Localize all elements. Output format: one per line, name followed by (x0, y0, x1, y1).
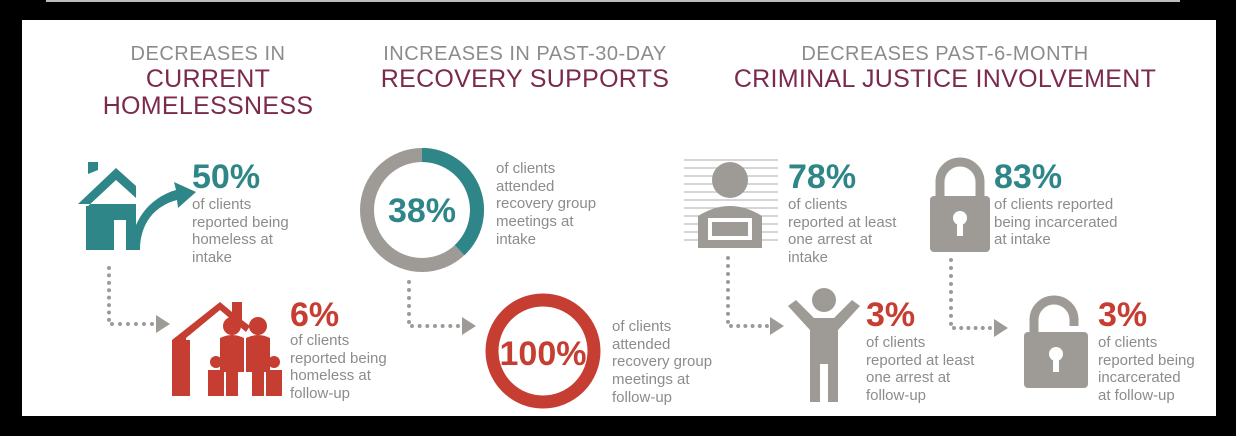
raised-arms-person-icon (788, 288, 860, 402)
desc-line: reported being (290, 349, 387, 367)
desc-line: intake (788, 249, 829, 267)
incarcerated-connector-vertical (949, 258, 957, 326)
bottom-divider (22, 416, 1216, 418)
arrest-intake-percent: 78% (788, 158, 857, 196)
recovery-followup-description: of clients attended recovery group meeti… (612, 318, 712, 406)
desc-line: of clients (496, 160, 556, 177)
recovery-connector-horizontal (410, 324, 460, 332)
mugshot-icon (684, 159, 778, 248)
desc-line: intake (496, 230, 537, 248)
desc-line: of clients (612, 318, 672, 335)
locked-padlock-icon (930, 157, 990, 252)
incarcerated-followup-percent: 3% (1098, 296, 1148, 334)
desc-line: homeless at (192, 231, 273, 249)
homeless-followup-percent: 6% (290, 296, 340, 334)
homeless-connector-vertical (107, 266, 115, 322)
desc-line: reported being (1098, 351, 1195, 369)
homeless-followup-description: of clients reported being homeless at fo… (290, 332, 387, 403)
arrest-followup-percent: 3% (866, 296, 916, 334)
desc-line: recovery group (612, 353, 713, 371)
homeless-connector-horizontal (110, 322, 154, 330)
desc-line: follow-up (866, 387, 927, 405)
recovery-intake-percent: 38% (387, 192, 457, 230)
homeless-connector-arrow (156, 315, 170, 333)
incarcerated-followup-description: of clients reported being incarcerated a… (1098, 334, 1195, 405)
desc-line: reported being (192, 213, 289, 231)
house-arrow-icon (78, 162, 196, 250)
incarcerated-connector-arrow (994, 319, 1008, 337)
header-homelessness-main-2: HOMELESSNESS (102, 91, 314, 120)
arrest-connector-vertical (726, 256, 734, 324)
recovery-connector-vertical (407, 280, 415, 324)
desc-line: intake (192, 249, 233, 267)
desc-line: being incarcerated (994, 213, 1118, 231)
homeless-intake-percent: 50% (192, 158, 261, 196)
desc-line: meetings at (612, 371, 690, 389)
arrest-connector-horizontal (729, 324, 769, 332)
desc-line: reported at least (866, 351, 975, 369)
homeless-intake-description: of clients reported being homeless at in… (192, 196, 289, 267)
header-homelessness: DECREASES IN CURRENT HOMELESSNESS (88, 43, 328, 120)
recovery-intake-arc (421, 148, 484, 256)
desc-line: follow-up (612, 388, 673, 406)
desc-line: homeless at (290, 367, 371, 385)
top-divider (46, 0, 1180, 2)
desc-line: of clients (192, 196, 252, 213)
recovery-followup-ring (485, 293, 601, 409)
desc-line: follow-up (290, 385, 351, 403)
header-justice-main: CRIMINAL JUSTICE INVOLVEMENT (733, 64, 1157, 93)
incarcerated-intake-description: of clients reported being incarcerated a… (994, 196, 1117, 249)
desc-line: of clients (788, 196, 848, 213)
desc-line: attended (496, 177, 555, 195)
arrest-intake-description: of clients reported at least one arrest … (788, 196, 896, 267)
header-recovery-sub: INCREASES IN PAST-30-DAY (383, 43, 667, 65)
desc-line: meetings at (496, 213, 574, 231)
header-homelessness-sub: DECREASES IN (130, 43, 286, 65)
desc-line: one arrest at (788, 231, 873, 249)
desc-line: of clients (866, 334, 926, 351)
header-homelessness-main-1: CURRENT (145, 64, 271, 93)
recovery-intake-ring (360, 148, 484, 272)
desc-line: at follow-up (1098, 387, 1175, 405)
header-recovery: INCREASES IN PAST-30-DAY RECOVERY SUPPOR… (360, 43, 690, 93)
desc-line: of clients (290, 332, 350, 349)
desc-line: one arrest at (866, 369, 951, 387)
header-justice: DECREASES PAST-6-MONTH CRIMINAL JUSTICE … (710, 43, 1180, 93)
header-recovery-main: RECOVERY SUPPORTS (380, 64, 670, 93)
recovery-followup-percent: 100% (499, 335, 587, 373)
desc-line: of clients reported (994, 196, 1114, 213)
desc-line: attended (612, 335, 671, 353)
recovery-connector-arrow (462, 317, 476, 335)
desc-line: recovery group (496, 195, 597, 213)
desc-line: of clients (1098, 334, 1158, 351)
arrest-followup-description: of clients reported at least one arrest … (866, 334, 974, 405)
desc-line: reported at least (788, 213, 897, 231)
incarcerated-connector-horizontal (952, 326, 992, 334)
desc-line: incarcerated (1098, 369, 1181, 387)
family-house-icon (172, 302, 282, 396)
desc-line: at intake (994, 231, 1051, 249)
arrest-connector-arrow (770, 317, 784, 335)
recovery-intake-description: of clients attended recovery group meeti… (496, 160, 596, 248)
incarcerated-intake-percent: 83% (994, 158, 1063, 196)
header-justice-sub: DECREASES PAST-6-MONTH (801, 43, 1089, 65)
unlocked-padlock-icon (1024, 295, 1088, 388)
